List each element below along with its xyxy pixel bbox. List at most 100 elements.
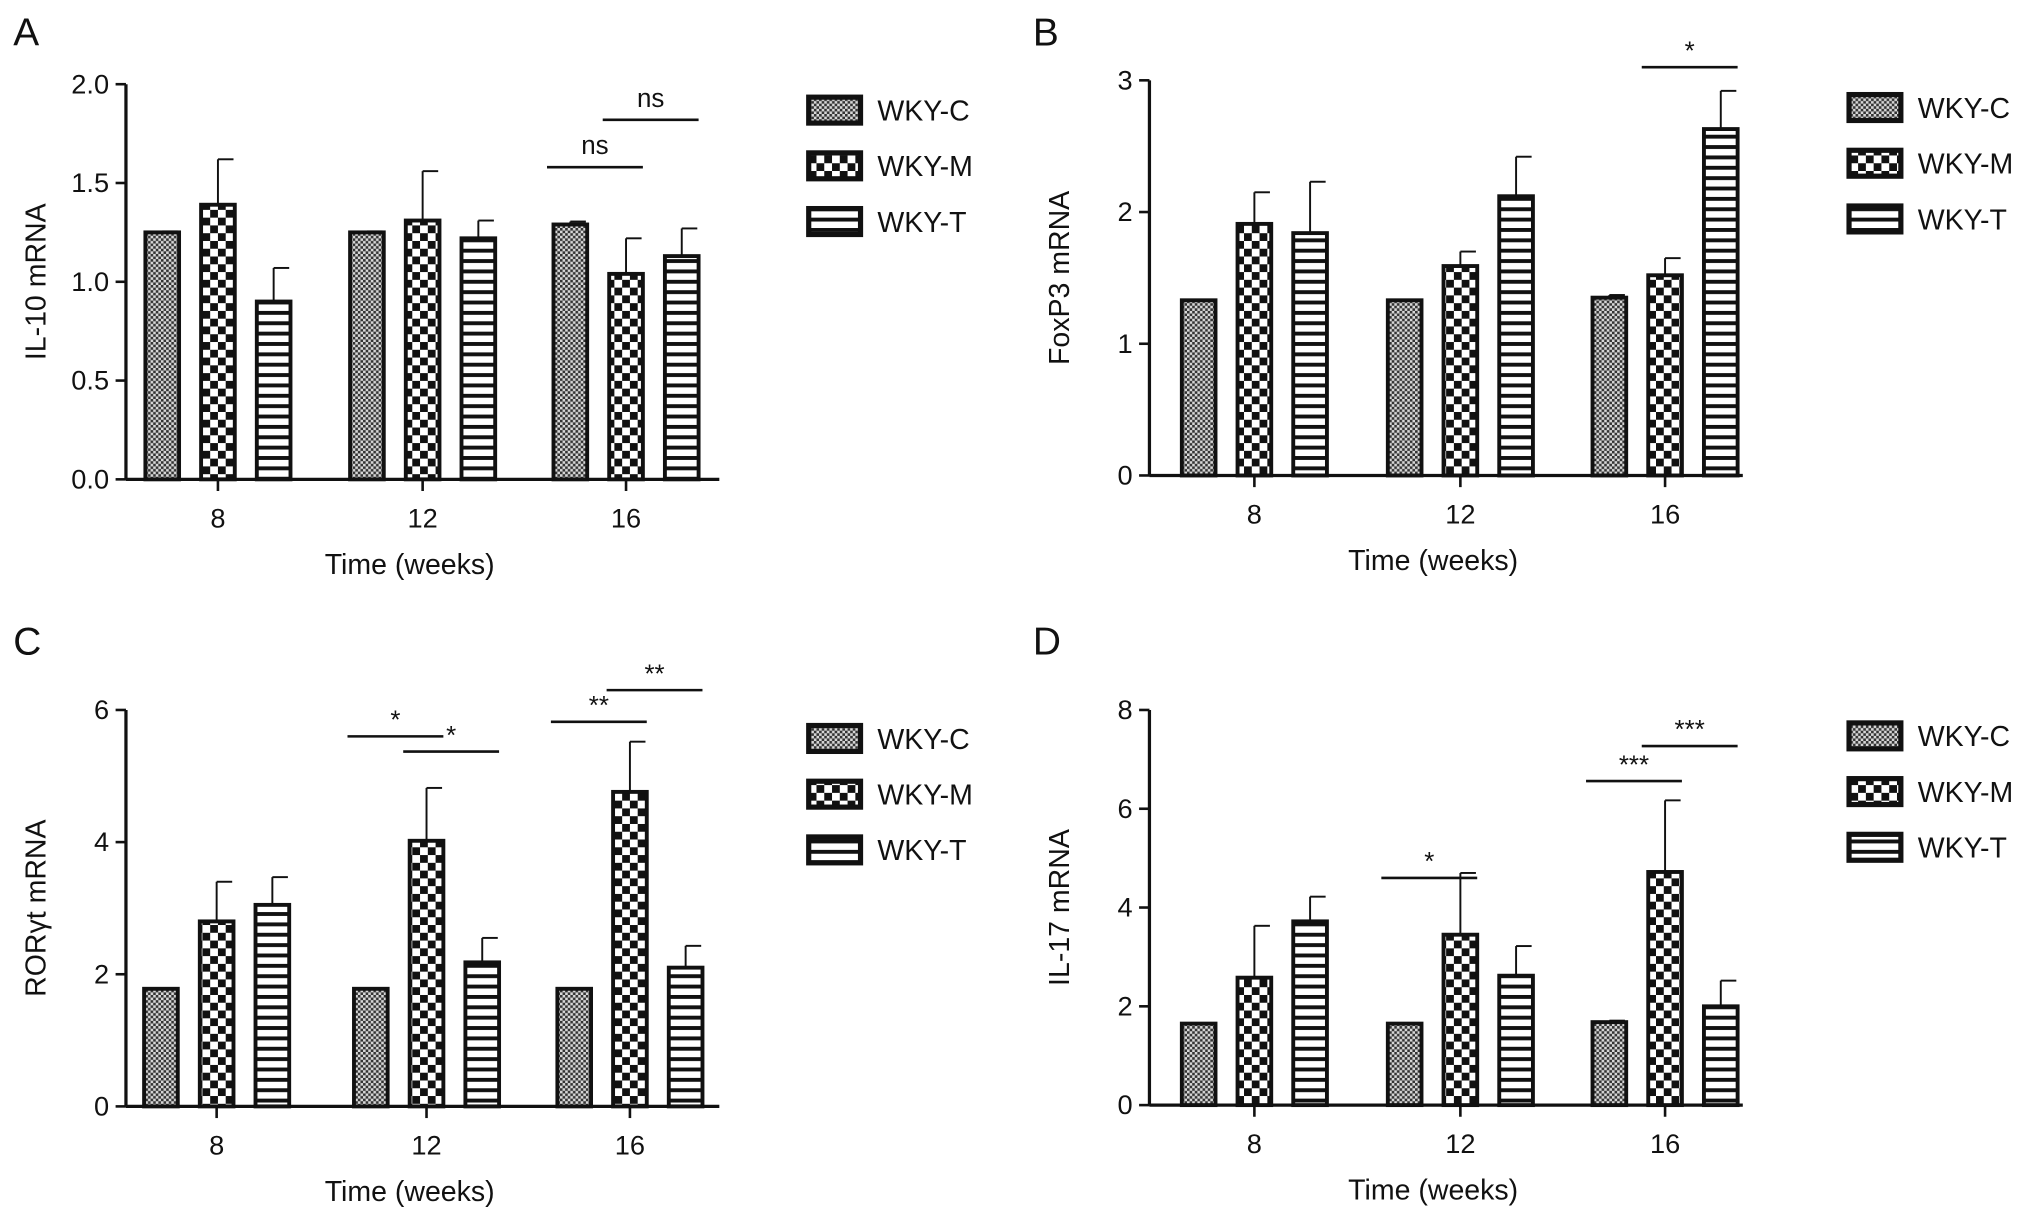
legend-swatch-wky-t <box>806 834 864 866</box>
x-axis-label: Time (weeks) <box>325 549 495 581</box>
x-axis-label: Time (weeks) <box>1348 545 1518 577</box>
bar-wky-m-8 <box>199 202 237 482</box>
bar-wky-m-8 <box>197 919 236 1109</box>
bar-wky-m-8 <box>1235 975 1274 1108</box>
significance-label: ** <box>589 692 609 720</box>
y-tick-label: 1.5 <box>71 167 109 198</box>
legend-label: WKY-T <box>877 835 966 867</box>
y-tick-label: 6 <box>1117 793 1132 824</box>
legend-label: WKY-T <box>1918 833 2007 865</box>
y-axis-label: RORγt mRNA <box>21 820 53 997</box>
panel-label: B <box>1033 11 1059 54</box>
legend-label: WKY-C <box>877 724 969 756</box>
legend-label: WKY-C <box>1918 721 2010 753</box>
significance-label: ** <box>644 660 664 688</box>
bar-wky-c-8 <box>1179 1021 1218 1108</box>
bar-wky-t-12 <box>463 960 502 1109</box>
y-tick-label: 0 <box>94 1090 109 1121</box>
legend-label: WKY-M <box>1918 149 2014 181</box>
x-tick-label: 12 <box>1445 498 1475 529</box>
bar-wky-t-8 <box>1291 231 1329 478</box>
legend-swatch-wky-m <box>806 778 864 810</box>
y-tick-label: 1.0 <box>71 266 109 297</box>
y-axis-label: IL-10 mRNA <box>21 203 53 360</box>
significance-label: *** <box>1675 716 1705 744</box>
significance-label: ns <box>637 85 664 113</box>
significance-label: * <box>446 722 456 750</box>
bar-wky-t-16 <box>662 254 701 482</box>
legend-label: WKY-C <box>877 95 969 127</box>
bar-wky-m-8 <box>1235 221 1274 478</box>
x-tick-label: 16 <box>1650 1128 1680 1159</box>
x-tick-label: 8 <box>209 1129 224 1160</box>
bar-wky-t-16 <box>1701 127 1740 478</box>
legend-label: WKY-M <box>877 780 973 812</box>
significance-label: * <box>1424 848 1434 876</box>
panel-A: A 0.0 0.5 1.0 1.5 2.0 8 12 16 Time (weeks) IL-10 m… <box>13 11 973 581</box>
y-tick-label: 1 <box>1117 328 1132 359</box>
y-tick-label: 4 <box>94 826 109 857</box>
bar-wky-t-12 <box>1497 194 1535 478</box>
legend-label: WKY-M <box>877 151 973 183</box>
bar-wky-t-8 <box>254 299 293 482</box>
y-tick-label: 2 <box>94 958 109 989</box>
bar-wky-m-16 <box>1646 273 1684 478</box>
significance-label: ns <box>581 132 608 160</box>
legend-swatch-wky-m <box>1846 147 1904 179</box>
y-tick-label: 0 <box>1117 1089 1132 1120</box>
bar-wky-c-12 <box>352 986 390 1109</box>
bar-wky-c-12 <box>348 230 386 482</box>
x-tick-label: 16 <box>611 502 641 533</box>
legend-label: WKY-T <box>877 207 966 239</box>
y-tick-label: 0.5 <box>71 365 109 396</box>
bar-wky-m-12 <box>407 838 446 1109</box>
y-axis-label: IL-17 mRNA <box>1044 829 1076 986</box>
significance-label: * <box>390 707 400 735</box>
y-tick-label: 2 <box>1117 196 1132 227</box>
y-axis-label: FoxP3 mRNA <box>1044 191 1076 365</box>
legend-swatch-wky-t <box>806 205 864 238</box>
bar-wky-m-12 <box>403 218 442 482</box>
bar-wky-c-16 <box>1590 1020 1629 1108</box>
x-axis-label: Time (weeks) <box>325 1176 495 1208</box>
bar-wky-t-12 <box>459 236 498 482</box>
legend-swatch-wky-t <box>1846 831 1904 863</box>
bar-wky-t-8 <box>253 902 292 1109</box>
legend-swatch-wky-c <box>806 94 864 126</box>
panel-label: A <box>13 11 39 54</box>
panel-label: D <box>1033 620 1061 663</box>
bar-wky-c-8 <box>1179 298 1218 478</box>
x-tick-label: 8 <box>1247 498 1262 529</box>
y-tick-label: 6 <box>94 694 109 725</box>
bar-wky-c-12 <box>1385 298 1424 478</box>
x-axis-label: Time (weeks) <box>1348 1175 1518 1207</box>
y-tick-label: 2 <box>1117 990 1132 1021</box>
legend-label: WKY-T <box>1918 204 2007 236</box>
legend-swatch-wky-c <box>1846 91 1904 124</box>
significance-label: * <box>1685 37 1695 65</box>
bar-wky-t-8 <box>1291 919 1329 1108</box>
y-tick-label: 3 <box>1117 64 1132 95</box>
bar-wky-c-12 <box>1385 1021 1424 1108</box>
y-tick-label: 4 <box>1117 892 1132 923</box>
legend-swatch-wky-t <box>1846 203 1904 235</box>
bar-wky-t-16 <box>666 965 705 1109</box>
bar-wky-c-16 <box>551 222 590 482</box>
y-tick-label: 0.0 <box>71 463 109 494</box>
x-tick-label: 12 <box>408 502 438 533</box>
significance-label: *** <box>1619 751 1649 779</box>
legend-swatch-wky-c <box>1846 720 1904 752</box>
x-tick-label: 8 <box>210 502 225 533</box>
bar-wky-c-8 <box>142 986 180 1109</box>
legend-label: WKY-M <box>1918 777 2014 809</box>
bar-wky-t-16 <box>1701 1004 1740 1108</box>
y-tick-label: 2.0 <box>71 68 109 99</box>
legend-swatch-wky-c <box>806 722 864 755</box>
x-tick-label: 16 <box>615 1129 645 1160</box>
legend-label: WKY-C <box>1918 93 2010 125</box>
bar-wky-m-12 <box>1441 932 1480 1108</box>
x-tick-label: 12 <box>1445 1128 1475 1159</box>
